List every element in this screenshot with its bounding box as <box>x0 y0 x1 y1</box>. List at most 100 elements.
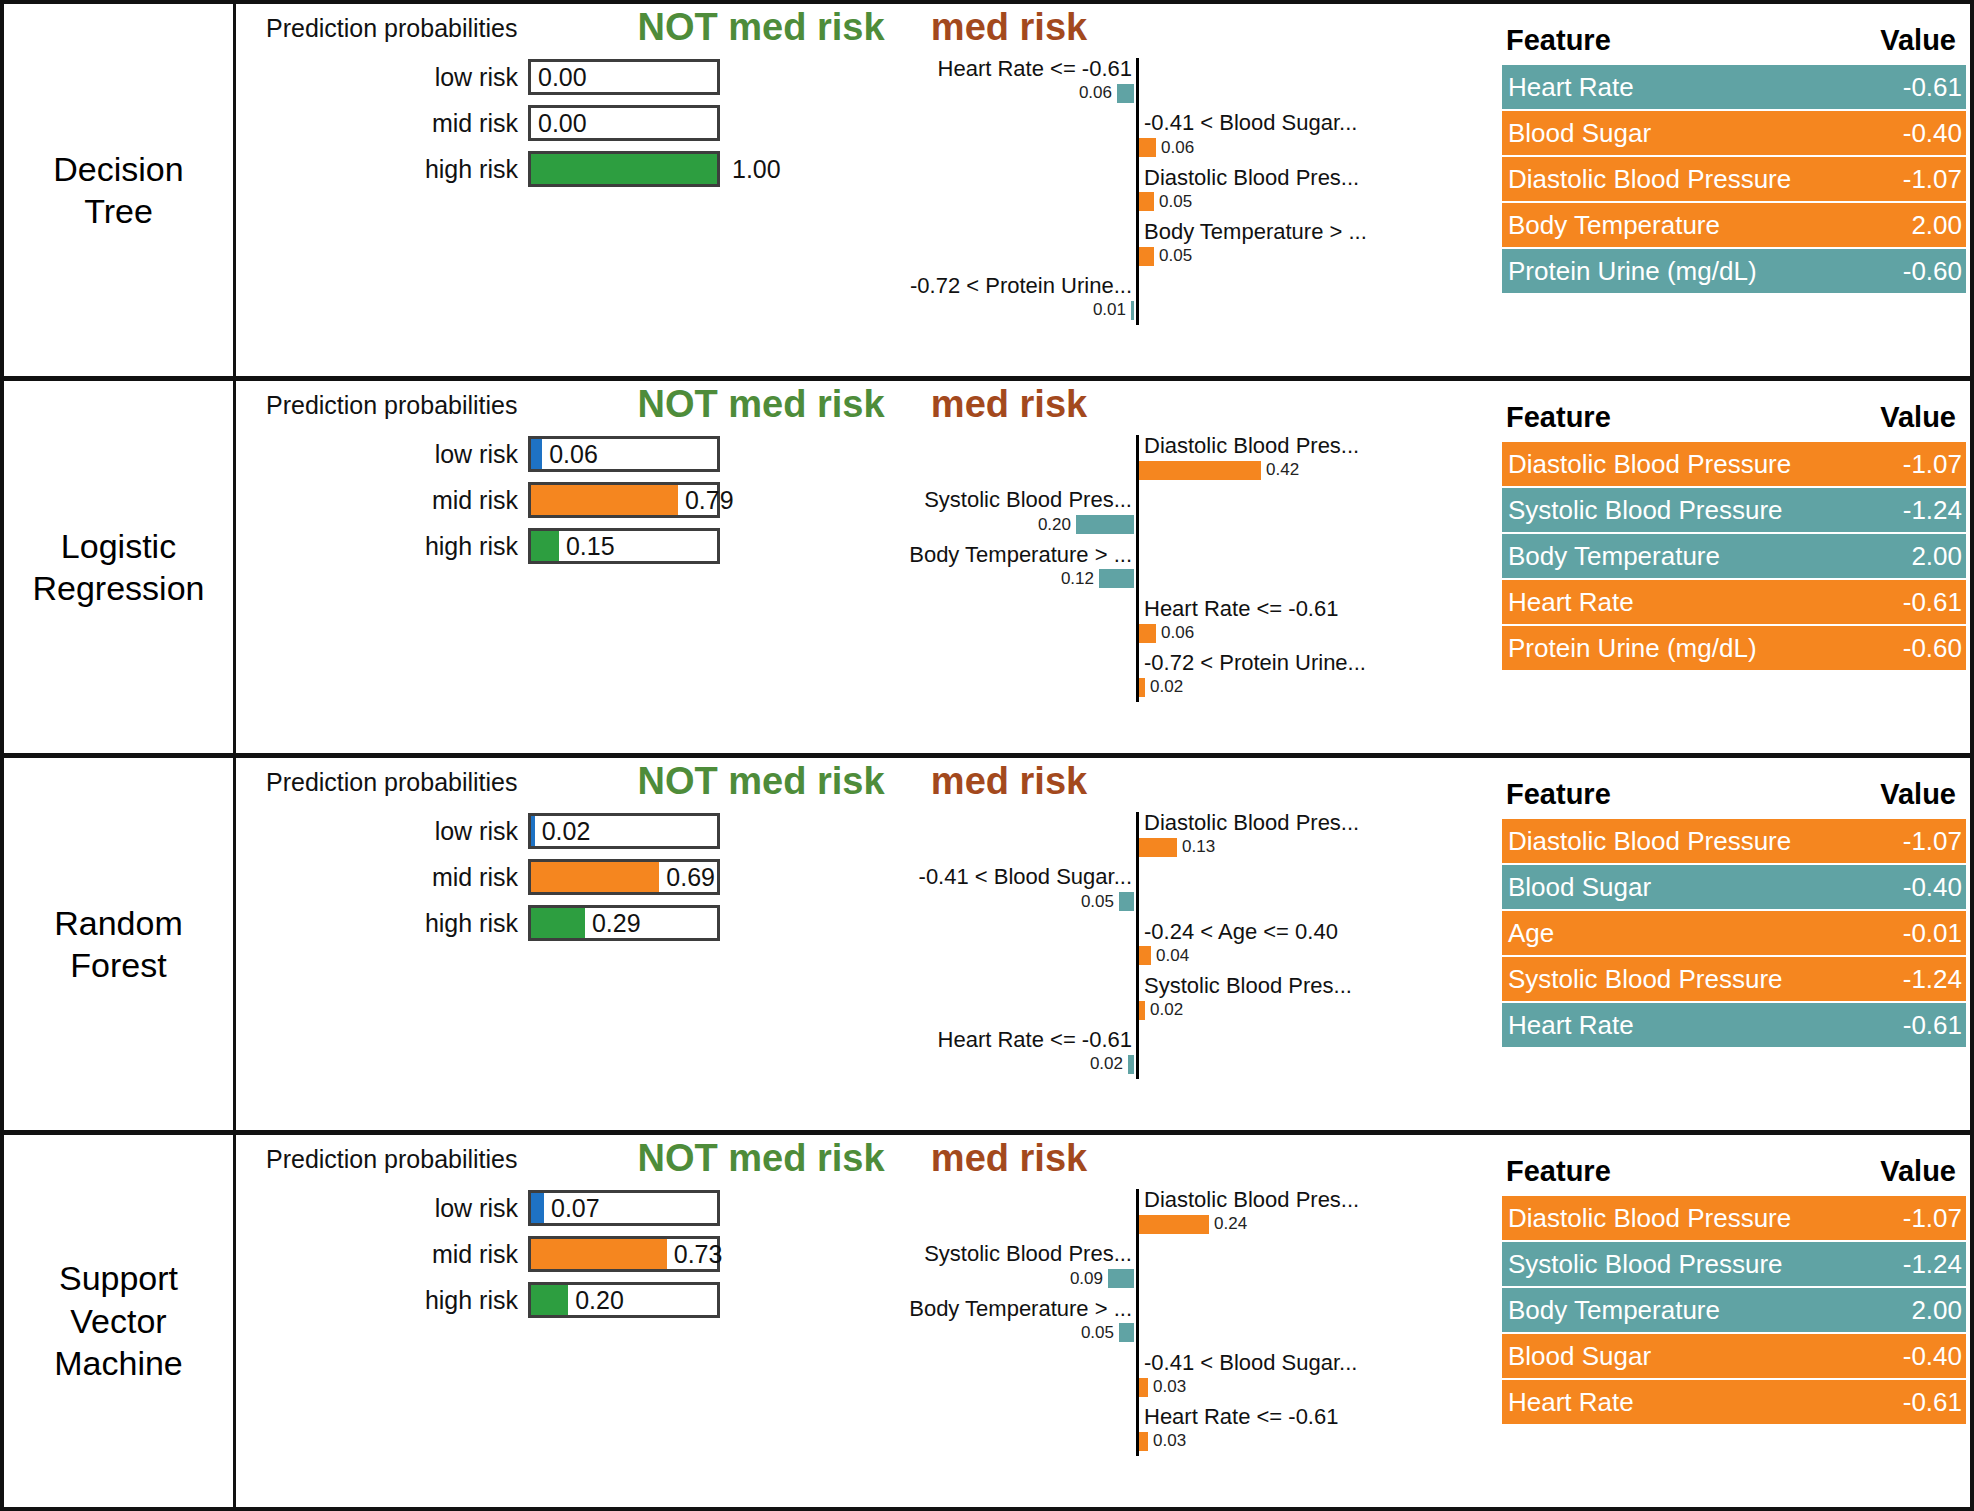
lime-entry: Body Temperature > ...0.12 <box>236 542 1496 589</box>
feature-name: Protein Urine (mg/dL) <box>1508 256 1757 287</box>
feature-name: Diastolic Blood Pressure <box>1508 449 1791 480</box>
feature-name: Heart Rate <box>1508 587 1634 618</box>
lime-panel: Prediction probabilities low risk0.02mid… <box>236 758 1496 1130</box>
feature-header-label: Feature <box>1506 24 1611 57</box>
lime-weight-value: 0.42 <box>1266 460 1299 480</box>
feature-name: Heart Rate <box>1508 1387 1634 1418</box>
feature-value-table: Feature Value Heart Rate-0.61Blood Sugar… <box>1496 4 1970 376</box>
lime-entry: Heart Rate <= -0.610.03 <box>236 1404 1496 1451</box>
lime-weight-value: 0.02 <box>1150 1000 1183 1020</box>
not-med-risk-title: NOT med risk <box>636 6 886 49</box>
lime-entry: -0.41 < Blood Sugar...0.06 <box>236 110 1496 157</box>
feature-table-row: Blood Sugar-0.40 <box>1502 1334 1966 1378</box>
lime-bar <box>1099 569 1134 588</box>
feature-value: 2.00 <box>1911 210 1962 241</box>
lime-entry: Systolic Blood Pres... 0.20 <box>236 487 1496 534</box>
lime-entry: Systolic Blood Pres...0.09 <box>236 1241 1496 1288</box>
lime-bar-row: 0.05 <box>236 1323 1134 1343</box>
lime-bar-row: 0.05 <box>1139 192 1496 212</box>
lime-bar <box>1139 624 1156 643</box>
lime-feature-label: Body Temperature > ... <box>236 1296 1132 1321</box>
value-header-label: Value <box>1880 1155 1956 1188</box>
lime-entry: -0.41 < Blood Sugar...0.03 <box>236 1350 1496 1397</box>
lime-bar-row: 0.02 <box>1139 677 1496 697</box>
lime-weight-value: 0.06 <box>1161 138 1194 158</box>
feature-table-row: Heart Rate-0.61 <box>1502 65 1966 109</box>
lime-panel: Prediction probabilities low risk0.00mid… <box>236 4 1496 376</box>
model-row-support-vector-machine: Support Vector Machine Prediction probab… <box>4 1130 1970 1507</box>
feature-value: -0.40 <box>1903 872 1962 903</box>
feature-value-table: Feature Value Diastolic Blood Pressure-1… <box>1496 1135 1970 1507</box>
lime-bar <box>1117 84 1134 103</box>
feature-name: Blood Sugar <box>1508 872 1651 903</box>
lime-comparison-figure: Decision Tree Prediction probabilities l… <box>0 0 1974 1511</box>
lime-entry: Body Temperature > ...0.05 <box>236 219 1496 266</box>
feature-table-row: Heart Rate-0.61 <box>1502 1003 1966 1047</box>
feature-table-row: Protein Urine (mg/dL) -0.60 <box>1502 626 1966 670</box>
feature-value: -0.60 <box>1903 633 1962 664</box>
lime-entry: Diastolic Blood Pres...0.05 <box>236 165 1496 212</box>
feature-value: -1.24 <box>1903 964 1962 995</box>
model-row-logistic-regression: Logistic Regression Prediction probabili… <box>4 376 1970 753</box>
lime-bar-row: 0.20 <box>236 515 1134 535</box>
feature-value: -0.60 <box>1903 256 1962 287</box>
med-risk-title: med risk <box>924 383 1094 426</box>
not-med-risk-title: NOT med risk <box>636 1137 886 1180</box>
lime-bar <box>1076 515 1134 534</box>
feature-value: 2.00 <box>1911 541 1962 572</box>
lime-weight-value: 0.01 <box>1093 300 1126 320</box>
feature-name: Diastolic Blood Pressure <box>1508 164 1791 195</box>
lime-entries: Heart Rate <= -0.610.06-0.41 < Blood Sug… <box>236 56 1496 327</box>
feature-name: Body Temperature <box>1508 210 1720 241</box>
lime-feature-label: Systolic Blood Pres... <box>236 487 1132 512</box>
feature-table-header: Feature Value <box>1502 1155 1966 1188</box>
lime-feature-label: Diastolic Blood Pres... <box>1144 165 1496 190</box>
feature-table-row: Heart Rate -0.61 <box>1502 580 1966 624</box>
lime-bar-row: 0.01 <box>236 300 1134 320</box>
model-name: Decision Tree <box>4 4 236 376</box>
feature-value: -1.24 <box>1903 495 1962 526</box>
lime-feature-label: Diastolic Blood Pres... <box>1144 1187 1496 1212</box>
lime-bar-row: 0.03 <box>1139 1431 1496 1451</box>
feature-value: -0.61 <box>1903 587 1962 618</box>
lime-bar-row: 0.02 <box>236 1054 1134 1074</box>
feature-table-row: Diastolic Blood Pressure -1.07 <box>1502 819 1966 863</box>
feature-value: -1.07 <box>1903 1203 1962 1234</box>
model-row-decision-tree: Decision Tree Prediction probabilities l… <box>4 4 1970 376</box>
lime-bar <box>1139 946 1151 965</box>
lime-entry: Diastolic Blood Pres...0.24 <box>236 1187 1496 1234</box>
feature-value: -1.07 <box>1903 826 1962 857</box>
lime-entries: Diastolic Blood Pres...0.13-0.41 < Blood… <box>236 810 1496 1081</box>
lime-bar-row: 0.02 <box>1139 1000 1496 1020</box>
lime-entry: Diastolic Blood Pres...0.42 <box>236 433 1496 480</box>
lime-feature-label: -0.24 < Age <= 0.40 <box>1144 919 1496 944</box>
lime-bar <box>1139 1215 1209 1234</box>
not-med-risk-title: NOT med risk <box>636 760 886 803</box>
lime-feature-label: Heart Rate <= -0.61 <box>1144 1404 1496 1429</box>
lime-feature-label: Systolic Blood Pres... <box>1144 973 1496 998</box>
value-header-label: Value <box>1880 24 1956 57</box>
lime-bar <box>1128 1055 1134 1074</box>
lime-bar-row: 0.06 <box>236 83 1134 103</box>
feature-table-row: Heart Rate-0.61 <box>1502 1380 1966 1424</box>
feature-value: 2.00 <box>1911 1295 1962 1326</box>
feature-table-row: Diastolic Blood Pressure -1.07 <box>1502 442 1966 486</box>
feature-table-row: Age-0.01 <box>1502 911 1966 955</box>
lime-feature-label: Heart Rate <= -0.61 <box>236 1027 1132 1052</box>
feature-name: Diastolic Blood Pressure <box>1508 826 1791 857</box>
med-risk-title: med risk <box>924 1137 1094 1180</box>
lime-weight-value: 0.05 <box>1159 246 1192 266</box>
feature-value: -1.07 <box>1903 449 1962 480</box>
lime-bar-row: 0.06 <box>1139 623 1496 643</box>
lime-weight-value: 0.05 <box>1159 192 1192 212</box>
feature-table-header: Feature Value <box>1502 401 1966 434</box>
feature-name: Protein Urine (mg/dL) <box>1508 633 1757 664</box>
lime-entry: Systolic Blood Pres...0.02 <box>236 973 1496 1020</box>
lime-feature-label: -0.41 < Blood Sugar... <box>1144 1350 1496 1375</box>
lime-entry: -0.41 < Blood Sugar...0.05 <box>236 864 1496 911</box>
feature-table-row: Protein Urine (mg/dL) -0.60 <box>1502 249 1966 293</box>
feature-value-table: Feature Value Diastolic Blood Pressure -1… <box>1496 381 1970 753</box>
lime-bar <box>1139 678 1145 697</box>
lime-entry: Heart Rate <= -0.610.06 <box>236 596 1496 643</box>
lime-bar-row: 0.12 <box>236 569 1134 589</box>
